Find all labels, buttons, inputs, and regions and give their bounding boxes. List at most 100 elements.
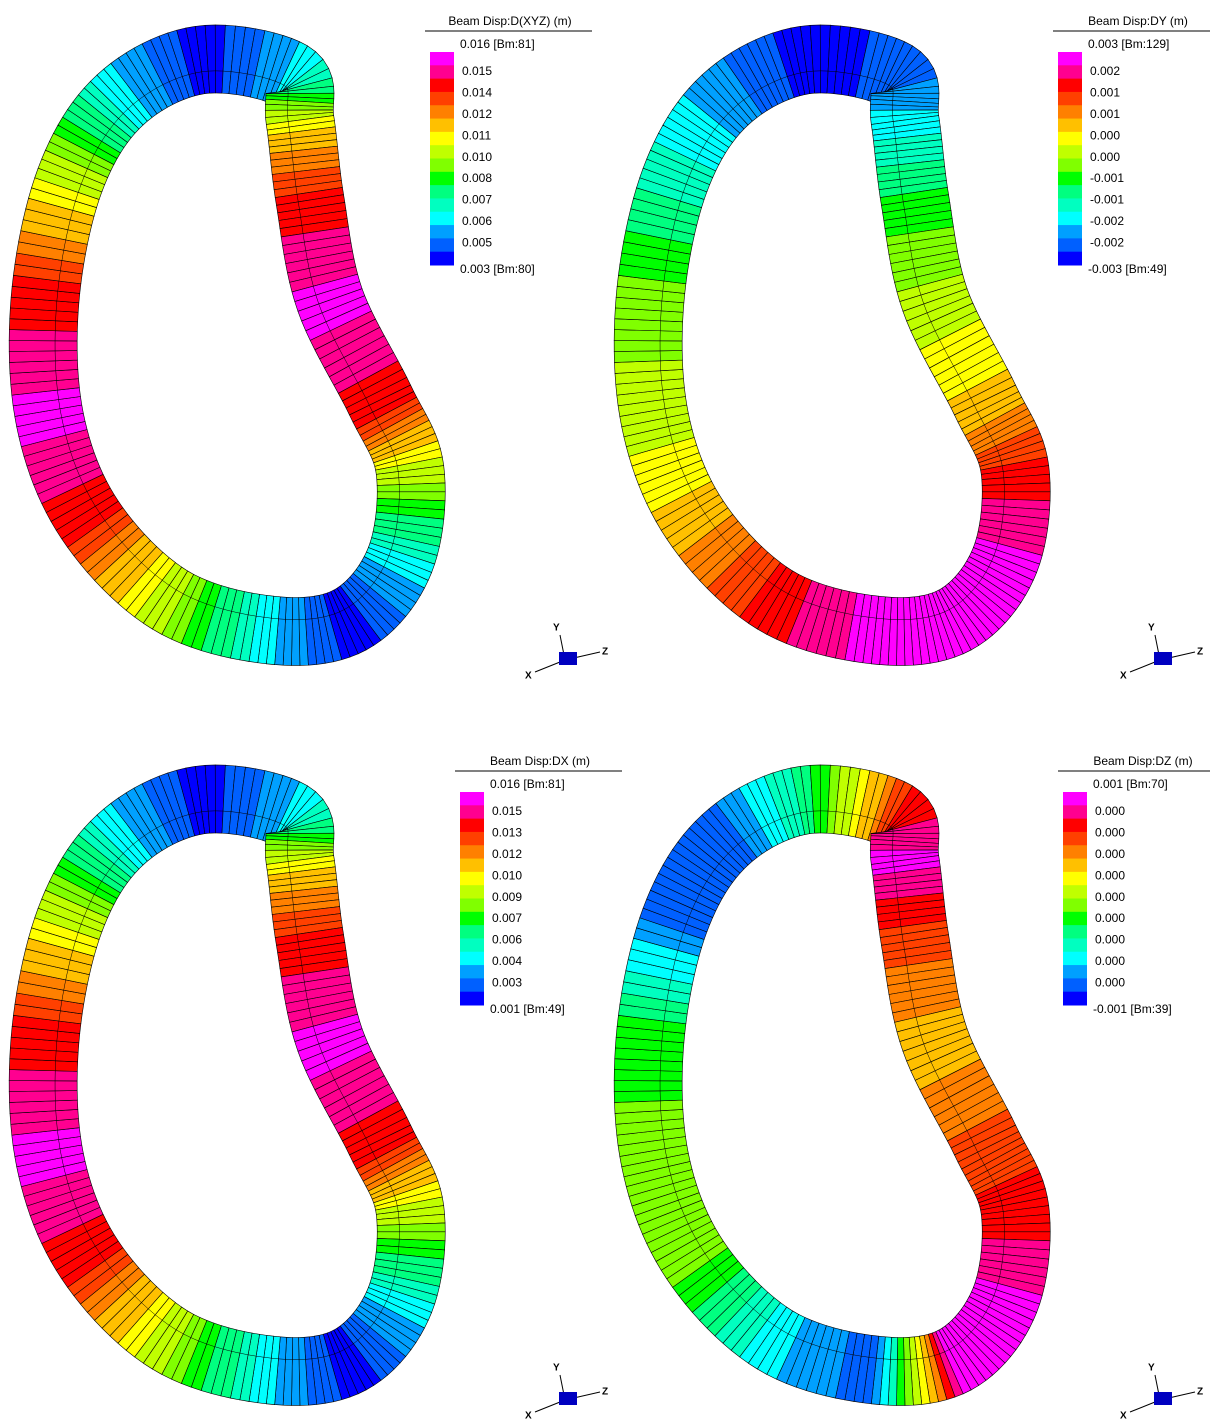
result-views: Beam Disp:D(XYZ) (m) 0.016 [Bm:81] 0.015 0.…: [0, 0, 1210, 1425]
legend-label: 0.006: [462, 214, 492, 228]
colorbar-band: [460, 845, 484, 859]
colorbar-band: [1063, 965, 1087, 979]
triad-box: [559, 652, 577, 665]
colorbar-band: [1063, 885, 1087, 899]
legend-label: 0.002: [1090, 64, 1120, 78]
legend-label: 0.000: [1095, 954, 1125, 968]
legend-label: 0.012: [492, 847, 522, 861]
beam-element: [9, 1091, 77, 1103]
axis-label-x: X: [525, 671, 532, 682]
colorbar-band: [430, 159, 454, 173]
colorbar-band: [1058, 65, 1082, 79]
beam-element: [9, 351, 77, 363]
legend-label: -0.001: [1090, 171, 1124, 185]
colorbar-band: [430, 145, 454, 159]
legend-max: 0.001 [Bm:70]: [1093, 777, 1168, 791]
legend-label: -0.002: [1090, 214, 1124, 228]
legend-label: 0.007: [492, 911, 522, 925]
legend-label: 0.000: [1090, 150, 1120, 164]
beam-element: [9, 1081, 77, 1092]
legend-min: -0.001 [Bm:39]: [1093, 1002, 1172, 1016]
legend-label: 0.000: [1095, 826, 1125, 840]
colorbar-band: [460, 899, 484, 913]
legend-label: 0.013: [492, 826, 522, 840]
colorbar-band: [1063, 845, 1087, 859]
colorbar-band: [1063, 938, 1087, 952]
beam-ring: [614, 25, 1050, 666]
colorbar-band: [430, 105, 454, 119]
colorbar-band: [460, 912, 484, 926]
axis-label-y: Y: [553, 623, 560, 634]
colorbar-band: [1058, 172, 1082, 186]
beam-element: [614, 1091, 682, 1103]
legend-label: 0.010: [462, 150, 492, 164]
colorbar-band: [460, 965, 484, 979]
colorbar-band: [460, 792, 484, 806]
axis-label-x: X: [525, 1411, 532, 1422]
legend-label: 0.011: [462, 128, 491, 142]
legend-title: Beam Disp:DZ (m): [1093, 754, 1192, 768]
colorbar-band: [460, 885, 484, 899]
axis-label-z: Z: [1197, 1387, 1203, 1398]
legend-label: 0.000: [1095, 804, 1125, 818]
legend-title: Beam Disp:DX (m): [490, 754, 590, 768]
legend-max: 0.003 [Bm:129]: [1088, 37, 1169, 51]
colorbar-band: [1058, 52, 1082, 66]
colorbar-band: [430, 225, 454, 239]
legend-label: 0.008: [462, 171, 492, 185]
colorbar-band: [430, 238, 454, 252]
legend-label: 0.003: [492, 975, 522, 989]
colorbar-band: [1058, 252, 1082, 266]
legend-label: 0.000: [1095, 933, 1125, 947]
legend-label: 0.010: [492, 868, 522, 882]
colorbar-band: [430, 212, 454, 226]
colorbar-band: [460, 805, 484, 819]
colorbar-band: [460, 952, 484, 966]
legend-label: -0.002: [1090, 235, 1124, 249]
colorbar-band: [1063, 952, 1087, 966]
colorbar-band: [430, 65, 454, 79]
beam-ring: [614, 765, 1050, 1406]
colorbar-band: [1058, 185, 1082, 199]
colorbar-band: [430, 172, 454, 186]
legend-max: 0.016 [Bm:81]: [460, 37, 535, 51]
legend-title: Beam Disp:DY (m): [1088, 14, 1188, 28]
colorbar-band: [430, 92, 454, 106]
axis-label-z: Z: [602, 647, 608, 658]
colorbar-band: [1063, 792, 1087, 806]
axis-label-y: Y: [1148, 1363, 1155, 1374]
colorbar-band: [1063, 899, 1087, 913]
triad-box: [559, 1392, 577, 1405]
colorbar-band: [430, 79, 454, 93]
colorbar-band: [460, 938, 484, 952]
colorbar-band: [460, 978, 484, 992]
legend-label: 0.000: [1095, 868, 1125, 882]
legend-label: 0.000: [1095, 890, 1125, 904]
legend-label: -0.001: [1090, 193, 1124, 207]
colorbar-band: [1058, 212, 1082, 226]
beam-element: [614, 1081, 682, 1092]
colorbar-band: [460, 832, 484, 846]
legend-title: Beam Disp:D(XYZ) (m): [448, 14, 571, 28]
legend-label: 0.007: [462, 193, 492, 207]
colorbar-band: [1058, 159, 1082, 173]
result-panel: Beam Disp:DX (m)0.016 [Bm:81]0.0150.0130…: [9, 754, 622, 1421]
colorbar-band: [1063, 925, 1087, 939]
legend-label: 0.015: [462, 64, 492, 78]
legend-label: 0.000: [1095, 847, 1125, 861]
beam-element: [614, 341, 682, 352]
axis-label-z: Z: [1197, 647, 1203, 658]
colorbar-band: [1063, 992, 1087, 1006]
colorbar-band: [1063, 819, 1087, 833]
colorbar-band: [460, 859, 484, 873]
axis-label-y: Y: [1148, 623, 1155, 634]
legend-label: 0.012: [462, 107, 492, 121]
legend-label: 0.009: [492, 890, 522, 904]
colorbar-band: [1058, 132, 1082, 146]
colorbar-band: [460, 992, 484, 1006]
beam-element: [9, 341, 77, 352]
legend-label: 0.001: [1090, 86, 1120, 100]
triad-box: [1154, 1392, 1172, 1405]
legend-label: 0.000: [1090, 128, 1120, 142]
colorbar-band: [1063, 805, 1087, 819]
